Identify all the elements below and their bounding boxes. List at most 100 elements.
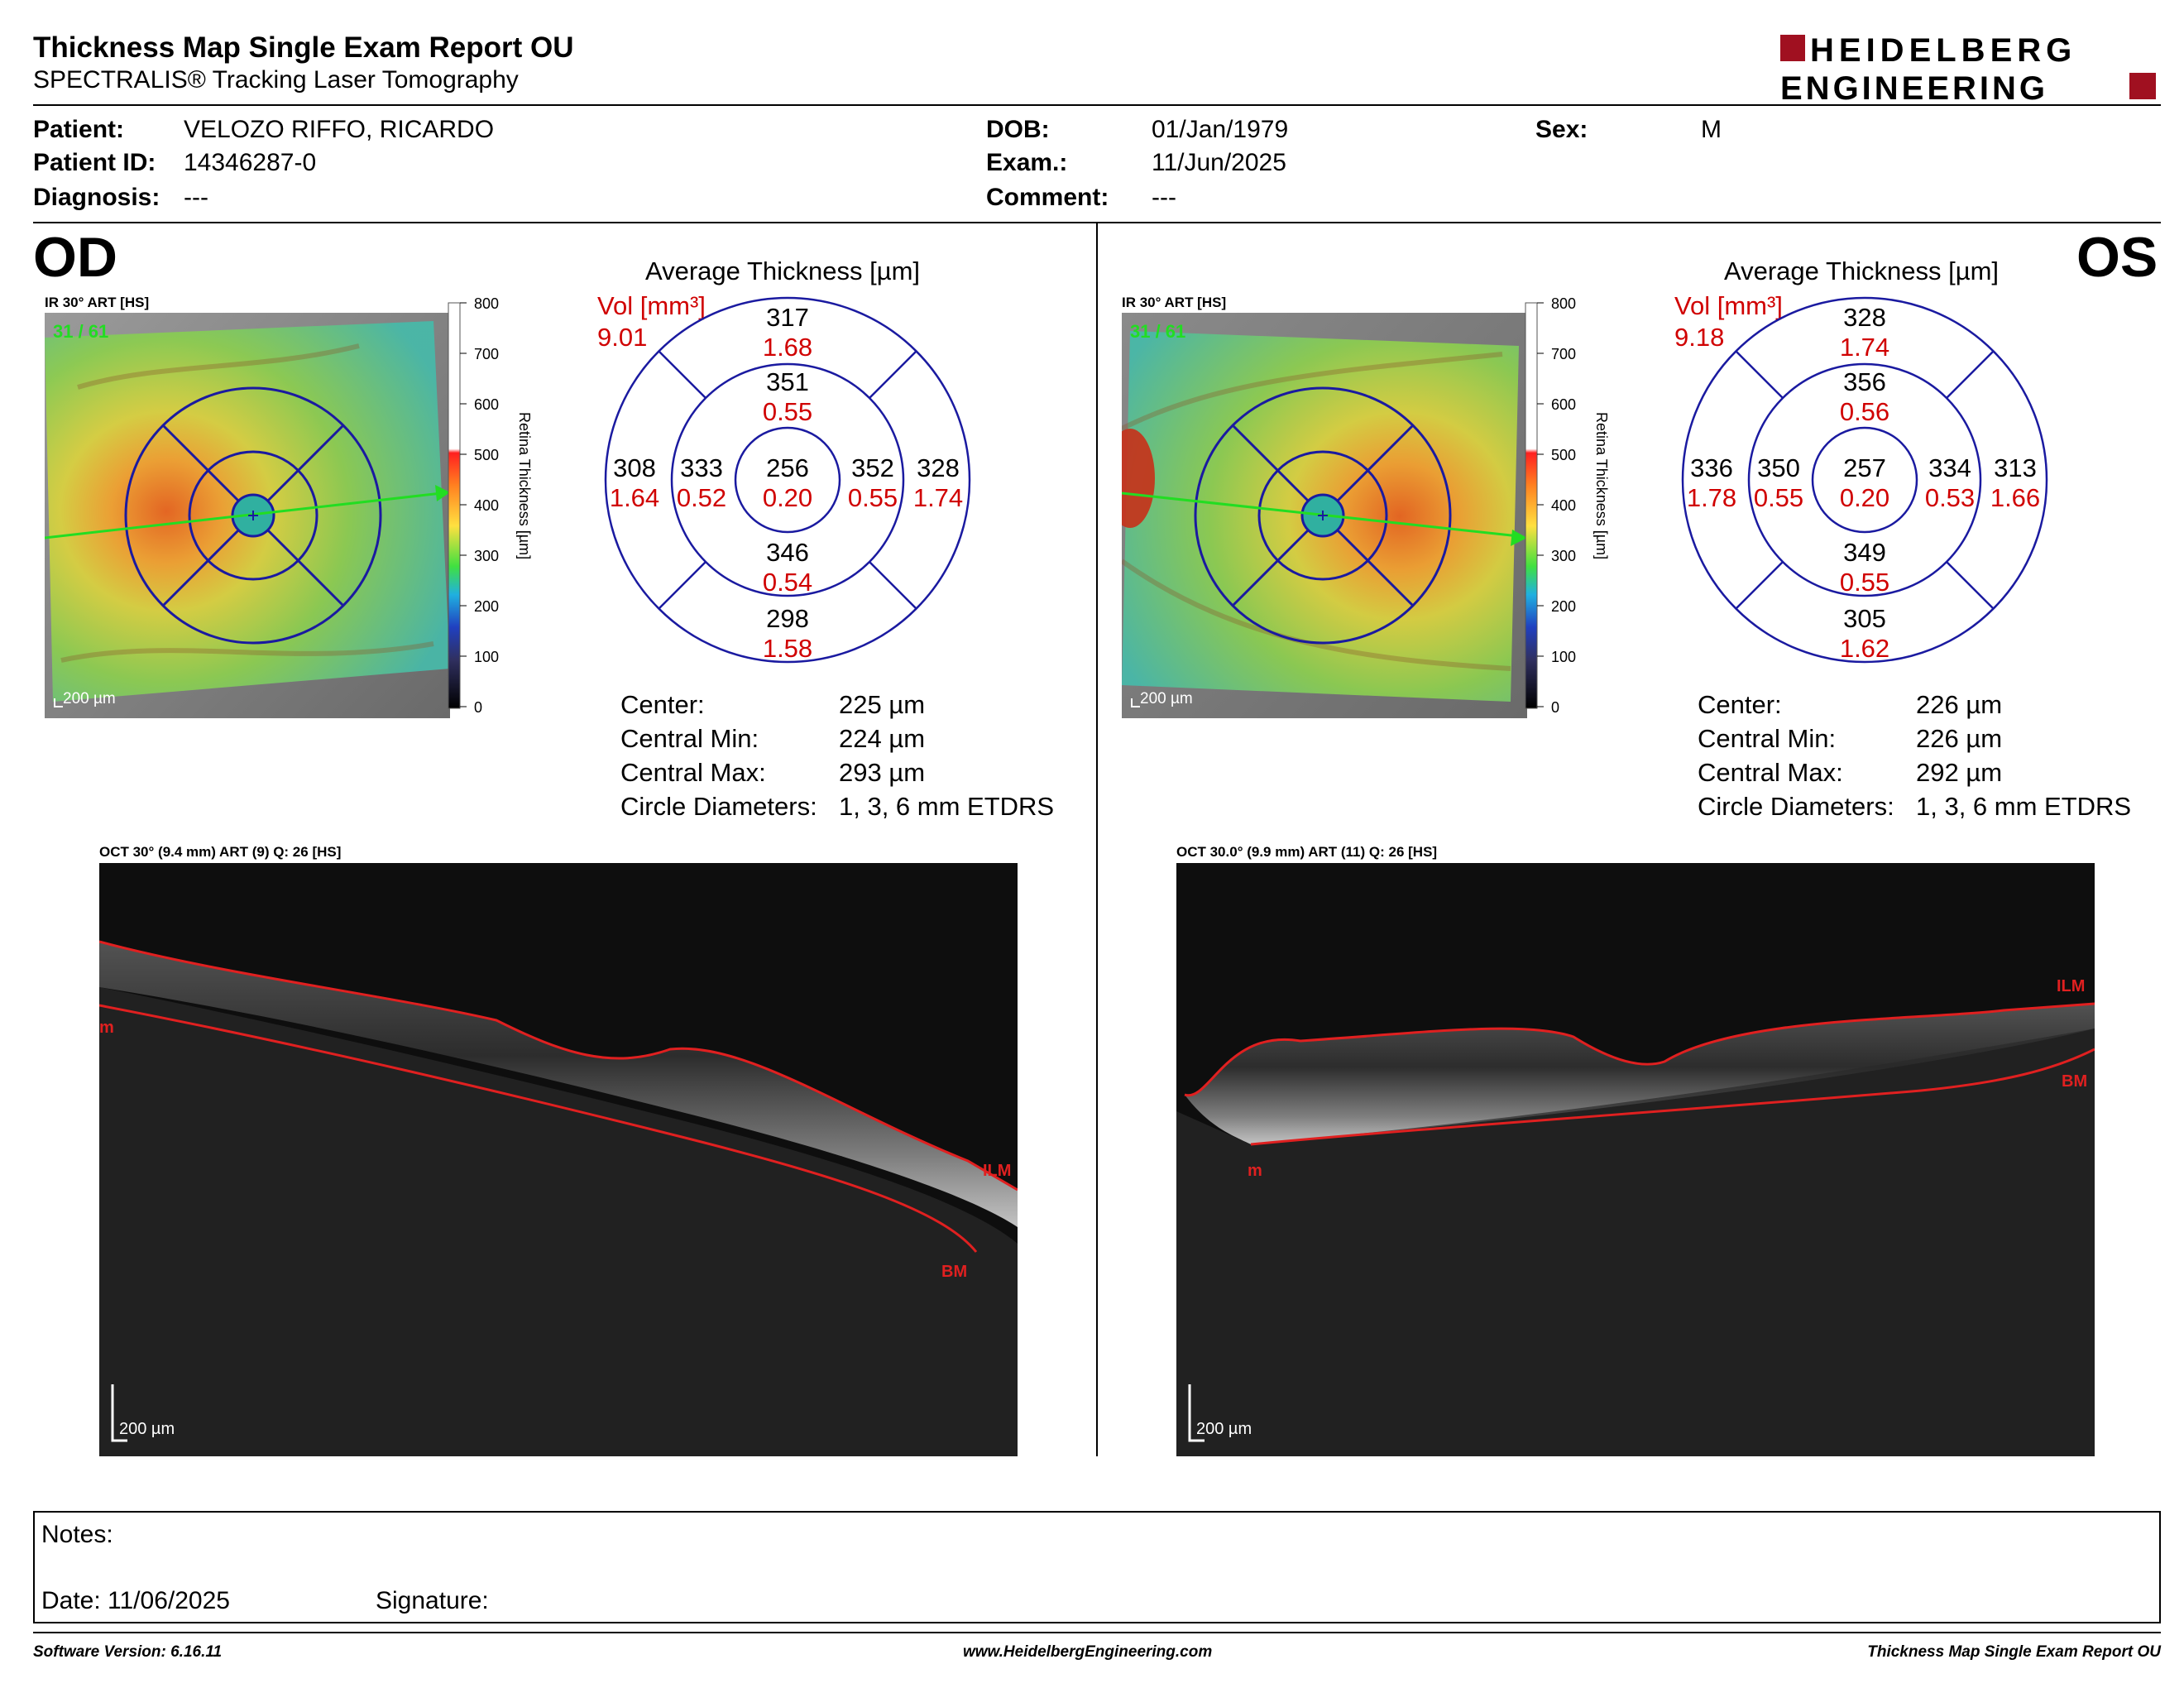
od-stat-value: 1, 3, 6 mm ETDRS — [839, 792, 1055, 821]
od-ir-label: IR 30° ART [HS] — [45, 295, 150, 310]
od-center-volume: 0.20 — [763, 483, 812, 512]
os-stat-label: Central Max: — [1698, 758, 1843, 787]
os-stat-value: 292 µm — [1916, 758, 2003, 787]
os-oct-scan: ILM BM m 200 µm — [1176, 863, 2095, 1456]
od-frame-label: 31 / 61 — [53, 321, 108, 342]
os-oct-label: OCT 30.0° (9.9 mm) ART (11) Q: 26 [HS] — [1176, 844, 1438, 860]
os-cbar-tick: 500 — [1551, 447, 1576, 463]
dob: 01/Jan/1979 — [1152, 116, 1289, 143]
od-outer-left-volume: 1.64 — [610, 483, 659, 512]
os-inner-right-thickness: 334 — [1928, 453, 1971, 482]
diagnosis: --- — [184, 184, 208, 211]
od-inner-top-thickness: 351 — [766, 367, 809, 396]
os-ir-label: IR 30° ART [HS] — [1122, 295, 1227, 310]
od-stat-label: Center: — [620, 690, 705, 719]
od-stat-value: 225 µm — [839, 690, 926, 719]
os-cbar-tick: 400 — [1551, 497, 1576, 514]
od-avg-title: Average Thickness [µm] — [645, 257, 921, 285]
footer-website: www.HeidelbergEngineering.com — [963, 1643, 1213, 1661]
patient-label: Patient: — [33, 116, 125, 143]
os-outer-left-volume: 1.78 — [1687, 483, 1736, 512]
od-m-label: m — [99, 1019, 114, 1037]
od-colorbar: 800 700 600 500 400 300 200 100 0 Retina… — [448, 298, 533, 716]
report-title: Thickness Map Single Exam Report OU — [33, 31, 574, 64]
header-divider — [33, 104, 2161, 106]
od-thickness-map: 31 / 61 200 µm — [45, 313, 450, 718]
od-oct-label: OCT 30° (9.4 mm) ART (9) Q: 26 [HS] — [99, 844, 342, 860]
os-stat-label: Circle Diameters: — [1698, 792, 1894, 821]
od-outer-right-volume: 1.74 — [913, 483, 963, 512]
notes-date: Date: 11/06/2025 — [41, 1587, 230, 1614]
os-bm-label: BM — [2062, 1072, 2087, 1091]
os-inner-bottom-thickness: 349 — [1843, 538, 1886, 567]
patient-id: 14346287-0 — [184, 149, 317, 176]
os-cbar-tick: 600 — [1551, 396, 1576, 413]
os-outer-bottom-thickness: 305 — [1843, 604, 1886, 633]
diagnosis-label: Diagnosis: — [33, 184, 160, 211]
os-ilm-label: ILM — [2057, 977, 2085, 995]
os-eye-label: OS — [2076, 226, 2158, 289]
od-cbar-tick: 300 — [474, 548, 499, 564]
od-cbar-tick: 200 — [474, 598, 499, 615]
os-thickness-map: 31 / 61 200 µm — [1122, 313, 1527, 718]
os-outer-top-volume: 1.74 — [1840, 333, 1889, 362]
od-cbar-tick: 100 — [474, 649, 499, 665]
os-cbar-tick: 200 — [1551, 598, 1576, 615]
patient-divider — [33, 222, 2161, 223]
od-outer-bottom-volume: 1.58 — [763, 634, 812, 663]
od-stat-label: Central Max: — [620, 758, 766, 787]
dob-label: DOB: — [986, 116, 1050, 143]
comment: --- — [1152, 184, 1176, 211]
notes-label: Notes: — [41, 1521, 113, 1548]
os-outer-right-thickness: 313 — [1994, 453, 2037, 482]
od-cbar-tick: 700 — [474, 346, 499, 362]
od-cbar-tick: 600 — [474, 396, 499, 413]
os-avg-title: Average Thickness [µm] — [1724, 257, 2000, 285]
os-cbar-tick: 0 — [1551, 699, 1559, 716]
os-stat-label: Central Min: — [1698, 724, 1837, 753]
od-vol-value: 9.01 — [597, 323, 648, 352]
od-outer-top-thickness: 317 — [766, 303, 809, 332]
patient-id-label: Patient ID: — [33, 149, 156, 176]
od-outer-top-volume: 1.68 — [763, 333, 812, 362]
os-inner-top-thickness: 356 — [1843, 367, 1886, 396]
od-outer-right-thickness: 328 — [917, 453, 960, 482]
os-cbar-title: Retina Thickness [µm] — [1593, 412, 1610, 559]
od-inner-top-volume: 0.55 — [763, 397, 812, 426]
od-center-thickness: 256 — [766, 453, 809, 482]
svg-text:HEIDELBERG: HEIDELBERG — [1810, 32, 2076, 69]
eye-divider — [1096, 223, 1098, 1456]
od-etdrs-grid: 317 1.68 351 0.55 308 1.64 333 0.52 256 … — [604, 296, 971, 664]
footer-report-name: Thickness Map Single Exam Report OU — [1867, 1643, 2161, 1661]
od-cbar-tick: 500 — [474, 447, 499, 463]
patient-name: VELOZO RIFFO, RICARDO — [184, 116, 495, 143]
od-inner-left-thickness: 333 — [680, 453, 723, 482]
os-frame-label: 31 / 61 — [1130, 321, 1185, 342]
od-stat-label: Circle Diameters: — [620, 792, 817, 821]
sex-label: Sex: — [1535, 116, 1588, 143]
od-stat-label: Central Min: — [620, 724, 759, 753]
od-oct-scan: ILM BM m 200 µm — [99, 863, 1018, 1456]
notes-box — [33, 1511, 2161, 1623]
os-cbar-tick: 800 — [1551, 298, 1576, 312]
os-stat-value: 1, 3, 6 mm ETDRS — [1916, 792, 2132, 821]
od-cbar-tick: 400 — [474, 497, 499, 514]
heidelberg-logo: HEIDELBERG ENGINEERING — [1780, 32, 2156, 104]
od-cbar-tick: 0 — [474, 699, 482, 716]
footer-divider — [33, 1632, 2161, 1633]
os-vol-value: 9.18 — [1674, 323, 1725, 352]
os-cbar-tick: 300 — [1551, 548, 1576, 564]
od-stat-value: 293 µm — [839, 758, 926, 787]
od-fundus-scale: 200 µm — [63, 690, 116, 707]
comment-label: Comment: — [986, 184, 1109, 211]
od-cbar-title: Retina Thickness [µm] — [516, 412, 533, 559]
os-inner-top-volume: 0.56 — [1840, 397, 1889, 426]
os-stat-value: 226 µm — [1916, 690, 2003, 719]
od-outer-left-thickness: 308 — [613, 453, 656, 482]
od-bm-label: BM — [941, 1263, 967, 1281]
os-inner-left-thickness: 350 — [1757, 453, 1800, 482]
os-stat-value: 226 µm — [1916, 724, 2003, 753]
os-inner-left-volume: 0.55 — [1754, 483, 1803, 512]
os-stat-label: Center: — [1698, 690, 1782, 719]
od-vol-label: Vol [mm³] — [597, 291, 706, 320]
